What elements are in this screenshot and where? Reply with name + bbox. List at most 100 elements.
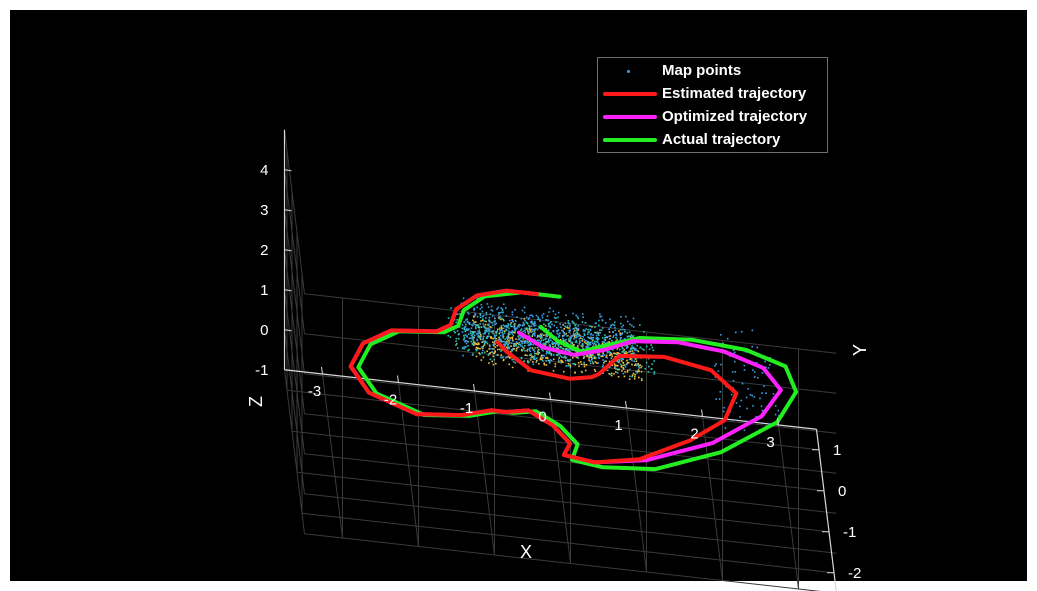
map-point [474,341,477,344]
map-point [765,392,767,394]
map-point [537,316,539,319]
legend-item-actual: Actual trajectory [598,129,827,149]
map-point [551,323,553,326]
map-point [498,317,501,320]
map-point [515,343,517,345]
map-point [621,370,623,372]
map-point [609,318,611,320]
map-point [545,353,548,355]
map-point [557,329,560,331]
map-point [621,364,623,367]
map-point [471,333,474,335]
map-point [526,322,528,324]
map-point [717,370,720,372]
map-point [595,334,598,337]
map-point [715,363,717,365]
map-point [591,358,593,360]
map-point [751,394,753,397]
map-point [483,341,486,343]
map-point [490,305,493,308]
map-point [545,357,547,359]
map-point [575,339,578,342]
map-point [632,346,635,349]
map-point [633,364,636,367]
map-point [483,335,485,338]
map-point [465,342,468,345]
map-point [486,350,488,353]
map-point [475,324,478,326]
map-point [576,315,579,318]
map-point [569,325,571,327]
y-axis-label: Y [850,344,870,356]
map-point [568,359,570,362]
map-point [507,324,509,327]
map-point [569,329,571,332]
map-point [462,354,464,357]
map-point [547,338,550,341]
map-point [601,341,604,343]
map-point [606,351,609,354]
map-point [635,360,638,362]
map-point [549,343,551,346]
map-point [573,338,575,340]
map-point [621,360,623,362]
map-point [618,360,620,363]
map-point [624,371,626,373]
map-point [629,350,632,353]
map-point [513,327,516,329]
map-point [478,329,481,332]
map-point [757,377,759,379]
map-point [622,350,625,352]
map-point [447,334,450,337]
map-point [545,341,547,343]
map-point [526,348,529,351]
map-point [516,327,518,329]
plot-background [10,10,1027,581]
map-point [626,335,629,338]
map-point [539,336,541,338]
map-point [473,321,475,323]
map-point [577,328,580,330]
x-tick-mark [777,417,779,426]
map-point [634,375,636,378]
map-point [462,297,465,300]
map-point [600,329,603,331]
map-point [611,353,613,356]
map-point [520,339,522,342]
map-point [484,351,486,354]
map-point [576,336,578,338]
map-point [589,353,592,356]
map-point [472,353,474,355]
map-point [539,334,541,337]
map-point [581,313,584,315]
map-point [625,315,627,318]
legend-label-map-points: Map points [662,62,742,79]
map-point [449,336,452,338]
map-point [514,330,516,332]
map-point [764,360,766,363]
map-point [526,323,529,325]
map-point [602,355,604,358]
map-point [644,367,646,370]
map-point [634,342,636,345]
map-point [541,358,543,361]
map-point [595,338,598,340]
map-point [562,337,564,340]
map-point [575,337,577,339]
map-point [631,346,633,349]
map-point [529,354,531,356]
map-point [561,335,564,338]
map-point [580,344,583,347]
map-point [577,325,580,327]
map-point [492,342,495,344]
map-point [610,353,612,356]
map-point [480,335,483,337]
map-point [524,350,526,352]
map-point [562,347,564,350]
map-point [647,371,650,373]
map-point [730,393,733,396]
map-point [556,347,558,349]
map-point [533,333,535,336]
map-point [628,331,631,333]
map-point [774,405,777,407]
